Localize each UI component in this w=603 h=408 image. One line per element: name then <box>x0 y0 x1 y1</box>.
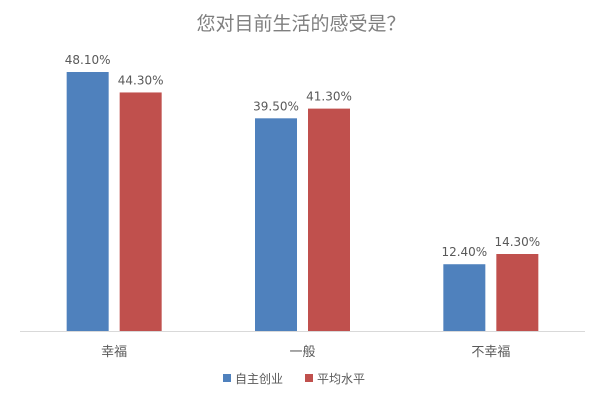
data-label-平均水平-不幸福: 14.30% <box>494 235 540 249</box>
bar-自主创业-一般 <box>255 118 297 331</box>
bars-layer <box>66 72 539 331</box>
legend-swatch-自主创业 <box>223 374 231 382</box>
chart-title: 您对目前生活的感受是？ <box>196 13 405 35</box>
bar-平均水平-幸福 <box>119 92 162 331</box>
data-label-平均水平-一般: 41.30% <box>306 90 352 104</box>
x-tick-label-一般: 一般 <box>289 344 315 360</box>
legend-label-自主创业: 自主创业 <box>235 372 283 386</box>
x-tick-label-幸福: 幸福 <box>101 345 127 360</box>
bar-平均水平-一般 <box>308 108 350 331</box>
legend: 自主创业 平均水平 <box>223 372 365 386</box>
x-tick-labels: 幸福 一般 不幸福 <box>101 344 510 360</box>
legend-swatch-平均水平 <box>305 374 313 382</box>
data-label-自主创业-幸福: 48.10% <box>65 53 111 67</box>
data-label-自主创业-不幸福: 12.40% <box>441 245 487 259</box>
bar-平均水平-不幸福 <box>496 254 539 331</box>
data-label-平均水平-幸福: 44.30% <box>118 73 164 87</box>
bar-自主创业-幸福 <box>66 72 109 331</box>
data-label-自主创业-一般: 39.50% <box>253 99 299 113</box>
bar-自主创业-不幸福 <box>443 264 486 331</box>
legend-label-平均水平: 平均水平 <box>317 372 365 386</box>
data-labels-layer: 48.10% 44.30% 39.50% 41.30% 12.40% 14.30% <box>65 53 540 259</box>
x-tick-label-不幸福: 不幸福 <box>471 345 510 360</box>
